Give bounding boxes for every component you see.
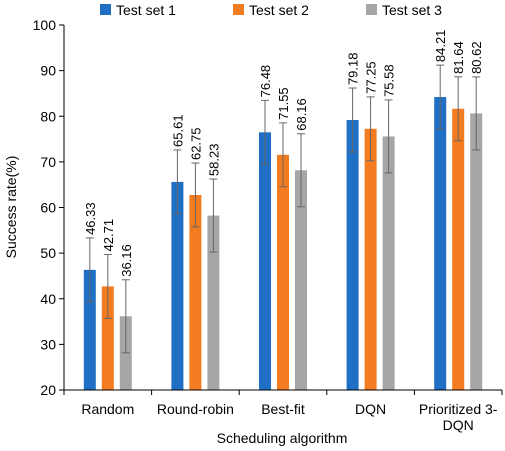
y-tick-label: 70 (40, 154, 56, 170)
data-label: 79.18 (346, 53, 361, 86)
legend-swatch (366, 4, 377, 15)
bar (470, 113, 483, 390)
legend: Test set 1 Test set 2 Test set 3 (100, 2, 442, 18)
bar (295, 170, 307, 390)
legend-swatch (233, 4, 244, 15)
bar (452, 108, 465, 390)
data-label: 81.64 (451, 41, 466, 74)
bar (364, 128, 377, 390)
bar (207, 215, 220, 390)
x-tick-label: Best-fit (261, 401, 305, 417)
y-tick-label: 60 (40, 200, 56, 216)
data-label: 77.25 (364, 61, 379, 94)
y-tick-label: 90 (40, 63, 56, 79)
y-tick-label: 100 (33, 17, 57, 33)
data-label: 68.16 (294, 98, 309, 131)
data-label: 36.16 (119, 244, 134, 277)
bars: 46.33 65.61 76.48 79.18 84.21 42.71 62.75 71.55… (83, 30, 484, 391)
y-axis-title: Success rate(%) (3, 156, 19, 259)
data-label: 76.48 (258, 65, 273, 98)
x-tick-label: Random (81, 401, 134, 417)
data-label: 84.21 (433, 30, 448, 63)
data-label: 75.58 (382, 64, 397, 97)
data-label: 65.61 (170, 114, 185, 147)
x-tick-label: Prioritized 3-DQN (419, 401, 498, 433)
legend-label: Test set 3 (382, 2, 442, 18)
data-label: 58.23 (206, 144, 221, 177)
data-label: 71.55 (276, 87, 291, 120)
y-tick-label: 50 (40, 245, 56, 261)
legend-label: Test set 2 (249, 2, 309, 18)
y-tick-label: 30 (40, 336, 56, 352)
legend-swatch (100, 4, 111, 15)
y-axis: 20 30 40 50 60 70 80 90 100 (33, 17, 65, 398)
bar (259, 132, 271, 390)
bar (171, 181, 184, 390)
y-tick-label: 40 (40, 291, 56, 307)
bar (277, 154, 289, 390)
y-tick-label: 20 (40, 382, 56, 398)
bar (189, 194, 202, 390)
bar (346, 119, 359, 391)
bar (101, 286, 114, 390)
legend-label: Test set 1 (116, 2, 176, 18)
y-tick-label: 80 (40, 108, 56, 124)
bar (434, 97, 447, 391)
bar (83, 269, 96, 390)
x-tick-label: DQN (355, 401, 386, 417)
data-label: 80.62 (469, 41, 484, 74)
x-tick-label: Round-robin (157, 401, 234, 417)
x-axis: Random Round-robin Best-fit DQN Prioritized … (63, 389, 503, 433)
data-label: 42.71 (101, 219, 116, 252)
bar (382, 136, 395, 390)
data-label: 62.75 (188, 127, 203, 160)
data-label: 46.33 (83, 202, 98, 235)
x-axis-title: Scheduling algorithm (217, 430, 348, 446)
